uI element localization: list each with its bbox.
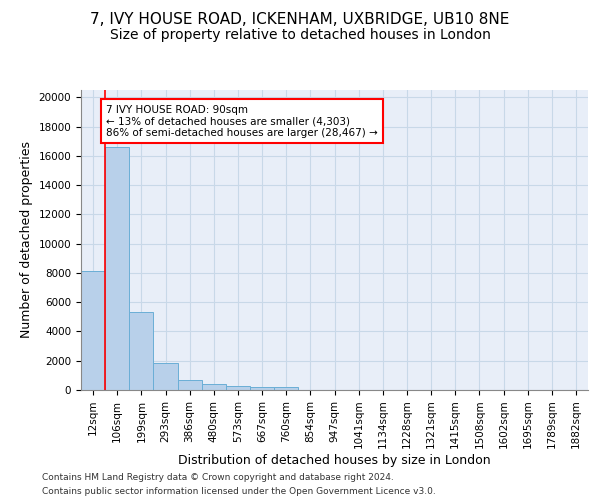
Text: Contains HM Land Registry data © Crown copyright and database right 2024.: Contains HM Land Registry data © Crown c…: [42, 474, 394, 482]
Text: 7 IVY HOUSE ROAD: 90sqm
← 13% of detached houses are smaller (4,303)
86% of semi: 7 IVY HOUSE ROAD: 90sqm ← 13% of detache…: [106, 104, 378, 138]
Bar: [250, 387, 274, 390]
Bar: [129, 312, 154, 390]
Bar: [202, 384, 226, 390]
Bar: [274, 387, 298, 390]
X-axis label: Distribution of detached houses by size in London: Distribution of detached houses by size …: [178, 454, 491, 467]
Bar: [81, 272, 105, 390]
Bar: [154, 363, 178, 390]
Bar: [178, 380, 202, 390]
Y-axis label: Number of detached properties: Number of detached properties: [20, 142, 33, 338]
Text: 7, IVY HOUSE ROAD, ICKENHAM, UXBRIDGE, UB10 8NE: 7, IVY HOUSE ROAD, ICKENHAM, UXBRIDGE, U…: [91, 12, 509, 28]
Text: Contains public sector information licensed under the Open Government Licence v3: Contains public sector information licen…: [42, 487, 436, 496]
Bar: [105, 147, 129, 390]
Bar: [226, 386, 250, 390]
Text: Size of property relative to detached houses in London: Size of property relative to detached ho…: [110, 28, 490, 42]
